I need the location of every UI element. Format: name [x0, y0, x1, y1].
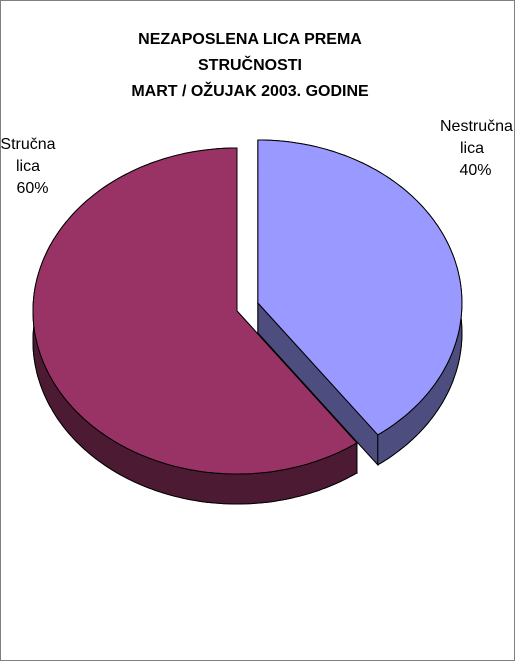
pie-slice [257, 139, 463, 436]
chart-title: STRUČNOSTI [198, 55, 302, 74]
chart-title: NEZAPOSLENA LICA PREMA [138, 31, 362, 48]
category-label: Stručna lica [0, 136, 56, 175]
slice-label: Stručna lica 60% [0, 134, 84, 200]
slice-label: Nestručna lica 40% [440, 116, 515, 182]
value-label: 40% [459, 162, 492, 179]
pie-slice [32, 147, 358, 475]
value-label: 60% [16, 180, 49, 197]
chart-title: MART / OŽUJAK 2003. GODINE [131, 81, 369, 100]
category-label: Nestručna lica [440, 118, 513, 157]
